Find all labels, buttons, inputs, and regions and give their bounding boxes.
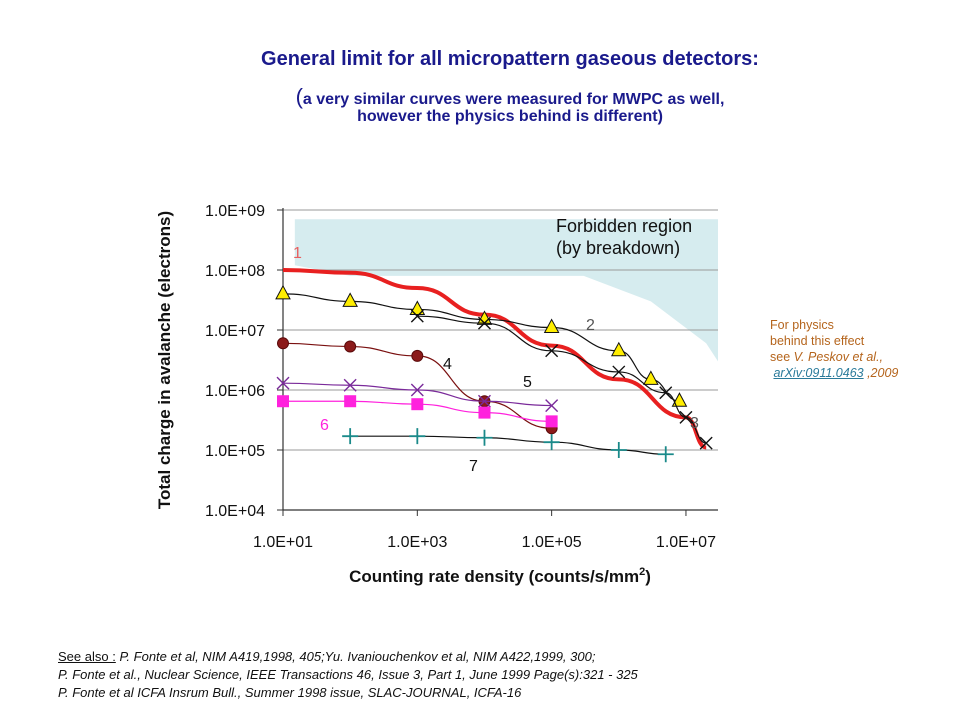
series-2-point bbox=[275, 284, 291, 300]
x-tick-label: 1.0E+03 bbox=[387, 534, 447, 551]
y-axis-title: Total charge in avalanche (electrons) bbox=[155, 211, 174, 509]
x-tick-label: 1.0E+07 bbox=[656, 534, 716, 551]
series-4-point bbox=[344, 340, 357, 353]
y-tick-label: 1.0E+07 bbox=[205, 323, 265, 340]
references-line-3: P. Fonte et al ICFA Insrum Bull., Summer… bbox=[58, 685, 522, 700]
series-4-point bbox=[277, 337, 289, 350]
series-3-point bbox=[477, 316, 491, 330]
series-7-point bbox=[409, 428, 426, 445]
series-6-point bbox=[478, 406, 491, 419]
series-7-point bbox=[342, 428, 359, 445]
series-4-point bbox=[411, 349, 424, 362]
side-note-line-3: see V. Peskov et al., bbox=[770, 349, 898, 365]
y-tick-label: 1.0E+08 bbox=[205, 263, 265, 280]
region-label-line-1: Forbidden region bbox=[556, 216, 692, 236]
y-tick-label: 1.0E+05 bbox=[205, 443, 265, 460]
references-line-2: P. Fonte et al., Nuclear Science, IEEE T… bbox=[58, 667, 638, 682]
arxiv-link[interactable]: arXiv:0911.0463 bbox=[773, 366, 864, 380]
series-2-point bbox=[543, 318, 560, 334]
series-7-point bbox=[476, 429, 493, 446]
region-label-line-2: (by breakdown) bbox=[556, 238, 680, 258]
series-3-point bbox=[659, 386, 673, 400]
series-3-point bbox=[410, 309, 424, 323]
curve-label-3: 3 bbox=[690, 415, 699, 432]
series-6-point bbox=[344, 395, 357, 408]
curve-label-7: 7 bbox=[469, 458, 478, 475]
series-5-point bbox=[276, 376, 290, 390]
series-3-point bbox=[679, 410, 693, 424]
series-2-point bbox=[671, 392, 688, 407]
series-2-point bbox=[643, 370, 659, 385]
series-7-point bbox=[543, 434, 560, 451]
subtitle-open-paren: ( bbox=[295, 84, 303, 109]
references-line-1-text: P. Fonte et al, NIM A419,1998, 405;Yu. I… bbox=[115, 649, 596, 664]
series-3-point bbox=[612, 365, 626, 379]
y-tick-label: 1.0E+04 bbox=[205, 503, 265, 520]
y-tick-label: 1.0E+06 bbox=[205, 383, 265, 400]
side-note-line-4: arXiv:0911.0463 ,2009 bbox=[770, 365, 898, 381]
forbidden-region bbox=[294, 219, 718, 362]
subtitle-line-1-text: a very similar curves were measured for … bbox=[302, 91, 725, 108]
curve-label-5: 5 bbox=[523, 374, 532, 391]
references-line-1: See also : P. Fonte et al, NIM A419,1998… bbox=[58, 648, 638, 666]
side-note-see: see bbox=[770, 350, 794, 364]
x-tick-label: 1.0E+05 bbox=[522, 534, 582, 551]
series-line-1 bbox=[282, 268, 707, 450]
y-tick-label: 1.0E+09 bbox=[205, 203, 265, 220]
x-axis-title: Counting rate density (counts/s/mm2) bbox=[349, 566, 651, 586]
x-tick-label: 1.0E+01 bbox=[253, 534, 313, 551]
curve-label-2: 2 bbox=[586, 317, 595, 334]
curve-label-4: 4 bbox=[443, 356, 452, 373]
series-2-point bbox=[476, 310, 493, 325]
series-7-point bbox=[657, 446, 674, 463]
series-3-point bbox=[545, 344, 559, 358]
series-6-point bbox=[277, 395, 289, 408]
series-2-point bbox=[610, 341, 627, 357]
curve-label-1: 1 bbox=[293, 245, 302, 262]
side-note-line-2: behind this effect bbox=[770, 334, 865, 348]
series-6-point bbox=[545, 415, 558, 428]
series-2-point bbox=[342, 292, 358, 307]
curve-label-6: 6 bbox=[320, 417, 329, 434]
series-5-point bbox=[343, 378, 357, 392]
series-3-point bbox=[699, 436, 713, 450]
see-also-label: See also : bbox=[58, 649, 116, 664]
series-line-3 bbox=[417, 315, 707, 444]
side-note-year: ,2009 bbox=[863, 366, 899, 380]
series-2-point bbox=[409, 300, 426, 315]
series-line-2 bbox=[282, 293, 680, 402]
series-5-point bbox=[545, 399, 559, 413]
series-7-point bbox=[610, 442, 627, 458]
subtitle-line-1: (a very similar curves were measured for… bbox=[0, 84, 960, 110]
subtitle-line-2: however the physics behind is different) bbox=[357, 108, 663, 125]
series-6-point bbox=[411, 398, 424, 411]
physics-side-note: For physics behind this effect see V. Pe… bbox=[770, 317, 898, 381]
page-title: General limit for all micropattern gaseo… bbox=[261, 48, 759, 70]
side-note-line-1: For physics bbox=[770, 318, 834, 332]
references-block: See also : P. Fonte et al, NIM A419,1998… bbox=[58, 648, 638, 702]
series-5-point bbox=[477, 394, 491, 408]
side-note-citation: V. Peskov et al., bbox=[793, 350, 884, 364]
series-5-point bbox=[410, 383, 424, 397]
